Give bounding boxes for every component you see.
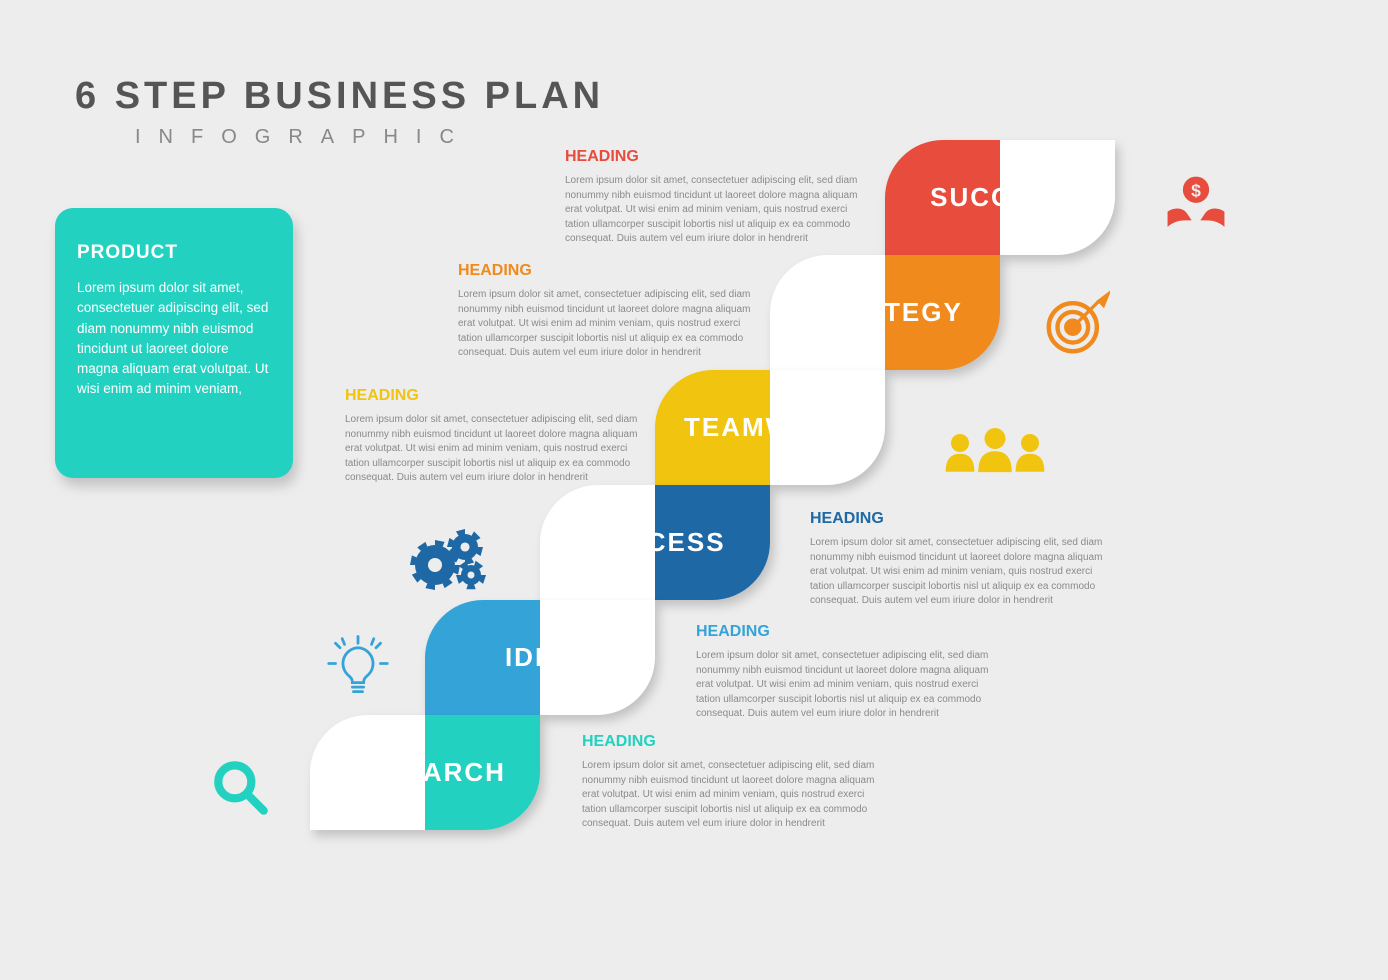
text-block-teamwork: HEADING Lorem ipsum dolor sit amet, conse…	[345, 387, 645, 486]
text-block-process: HEADING Lorem ipsum dolor sit amet, conse…	[810, 510, 1110, 609]
step-research: RESEARCH	[310, 715, 540, 830]
step-label-success: SUCCESS	[885, 140, 1115, 255]
main-title: 6 STEP BUSINESS PLAN	[75, 75, 604, 118]
product-card: PRODUCT Lorem ipsum dolor sit amet, cons…	[55, 208, 293, 478]
svg-text:$: $	[1191, 180, 1201, 200]
gears-icon	[407, 525, 497, 600]
step-success: SUCCESS	[885, 140, 1115, 255]
product-heading: PRODUCT	[77, 242, 271, 264]
step-process: PROCESS	[540, 485, 770, 600]
step-label-idea: IDEA	[425, 600, 655, 715]
step-label-process: PROCESS	[540, 485, 770, 600]
text-heading-process: HEADING	[810, 510, 1110, 528]
people-icon	[935, 420, 1055, 485]
subtitle: INFOGRAPHIC	[135, 126, 604, 149]
text-block-success: HEADING Lorem ipsum dolor sit amet, conse…	[565, 148, 865, 247]
text-body-teamwork: Lorem ipsum dolor sit amet, consectetuer…	[345, 413, 645, 486]
step-label-teamwork: TEAMWORK	[655, 370, 885, 485]
text-body-research: Lorem ipsum dolor sit amet, consectetuer…	[582, 759, 882, 832]
text-block-strategy: HEADING Lorem ipsum dolor sit amet, conse…	[458, 262, 758, 361]
target-icon	[1040, 290, 1110, 365]
text-body-success: Lorem ipsum dolor sit amet, consectetuer…	[565, 174, 865, 247]
text-block-research: HEADING Lorem ipsum dolor sit amet, conse…	[582, 733, 882, 832]
step-teamwork: TEAMWORK	[655, 370, 885, 485]
step-label-research: RESEARCH	[310, 715, 540, 830]
text-heading-research: HEADING	[582, 733, 882, 751]
bulb-icon	[322, 632, 394, 709]
text-heading-teamwork: HEADING	[345, 387, 645, 405]
text-heading-idea: HEADING	[696, 623, 996, 641]
product-body: Lorem ipsum dolor sit amet, consectetuer…	[77, 278, 271, 400]
step-idea: IDEA	[425, 600, 655, 715]
step-strategy: STRATEGY	[770, 255, 1000, 370]
text-heading-success: HEADING	[565, 148, 865, 166]
step-label-strategy: STRATEGY	[770, 255, 1000, 370]
title-block: 6 STEP BUSINESS PLAN INFOGRAPHIC	[75, 75, 604, 149]
text-heading-strategy: HEADING	[458, 262, 758, 280]
text-body-strategy: Lorem ipsum dolor sit amet, consectetuer…	[458, 288, 758, 361]
text-body-process: Lorem ipsum dolor sit amet, consectetuer…	[810, 536, 1110, 609]
magnifier-icon	[208, 755, 274, 826]
money-hands-icon: $	[1160, 170, 1232, 245]
text-body-idea: Lorem ipsum dolor sit amet, consectetuer…	[696, 649, 996, 722]
text-block-idea: HEADING Lorem ipsum dolor sit amet, conse…	[696, 623, 996, 722]
